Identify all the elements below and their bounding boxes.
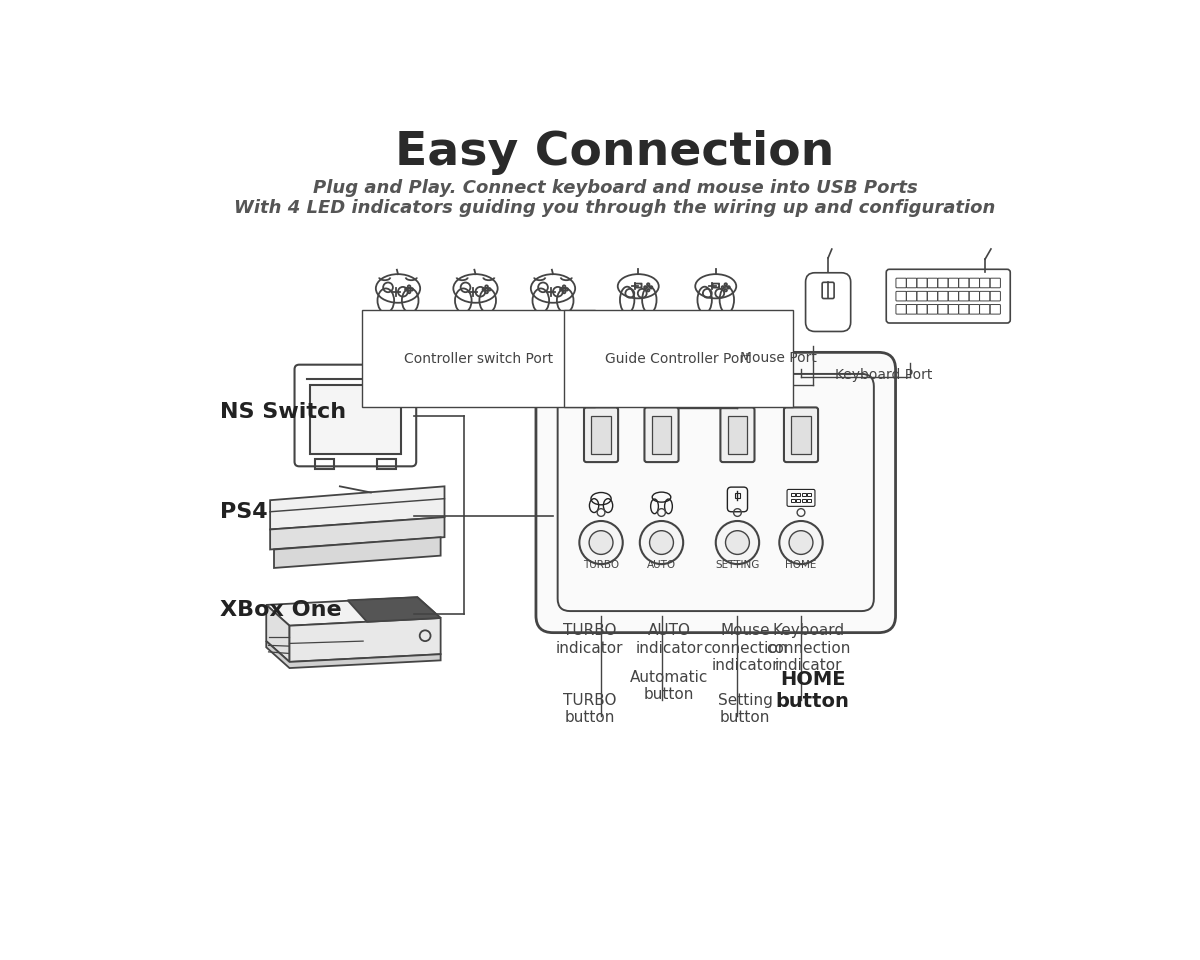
Text: HOME
button: HOME button (775, 670, 850, 710)
Bar (802, 498, 805, 502)
Text: TURBO
button: TURBO button (563, 693, 616, 725)
Bar (791, 498, 794, 502)
Text: Easy Connection: Easy Connection (395, 130, 835, 175)
Polygon shape (266, 597, 440, 626)
Polygon shape (266, 605, 289, 661)
Text: Setting
button: Setting button (718, 693, 773, 725)
Circle shape (715, 521, 760, 564)
Bar (808, 493, 811, 496)
Bar (802, 493, 805, 496)
Text: NS Switch: NS Switch (220, 401, 346, 421)
Polygon shape (270, 487, 444, 530)
Polygon shape (270, 517, 444, 549)
Polygon shape (348, 597, 440, 622)
Text: SETTING: SETTING (715, 561, 760, 570)
Polygon shape (266, 641, 440, 668)
Text: Keyboard
connection
indicator: Keyboard connection indicator (767, 623, 851, 673)
Circle shape (640, 521, 683, 564)
Text: AUTO: AUTO (647, 561, 676, 570)
Bar (791, 416, 811, 454)
Text: Mouse
connection
indicator: Mouse connection indicator (703, 623, 787, 673)
Bar (652, 416, 671, 454)
Text: Plug and Play. Connect keyboard and mouse into USB Ports: Plug and Play. Connect keyboard and mous… (313, 180, 917, 198)
Text: HOME: HOME (785, 561, 817, 570)
Text: XBox One: XBox One (220, 600, 341, 620)
Text: With 4 LED indicators guiding you through the wiring up and configuration: With 4 LED indicators guiding you throug… (234, 199, 996, 217)
FancyBboxPatch shape (784, 407, 818, 462)
Text: PS4: PS4 (220, 502, 268, 521)
Polygon shape (289, 618, 440, 661)
Polygon shape (274, 538, 440, 568)
Circle shape (589, 531, 613, 555)
Bar (727, 416, 748, 454)
Bar (808, 498, 811, 502)
Bar (797, 493, 800, 496)
Bar (316, 460, 334, 468)
Bar (310, 385, 401, 454)
Text: Automatic
button: Automatic button (630, 670, 708, 702)
Text: Mouse Port: Mouse Port (739, 350, 816, 365)
Text: Keyboard Port: Keyboard Port (835, 368, 932, 382)
Text: AUTO
indicator: AUTO indicator (636, 623, 703, 656)
Bar (377, 460, 396, 468)
FancyBboxPatch shape (720, 407, 755, 462)
Circle shape (790, 531, 812, 555)
Circle shape (726, 531, 749, 555)
FancyBboxPatch shape (584, 407, 618, 462)
Text: TURBO
indicator: TURBO indicator (556, 623, 623, 656)
Circle shape (649, 531, 673, 555)
Bar (592, 416, 611, 454)
Circle shape (779, 521, 823, 564)
Text: Guide Controller Port: Guide Controller Port (605, 351, 751, 366)
Bar (791, 493, 794, 496)
Bar (736, 492, 739, 498)
Circle shape (580, 521, 623, 564)
Text: Controller switch Port: Controller switch Port (404, 351, 553, 366)
FancyBboxPatch shape (536, 352, 895, 633)
Text: TURBO: TURBO (583, 561, 619, 570)
Bar (797, 498, 800, 502)
FancyBboxPatch shape (644, 407, 678, 462)
